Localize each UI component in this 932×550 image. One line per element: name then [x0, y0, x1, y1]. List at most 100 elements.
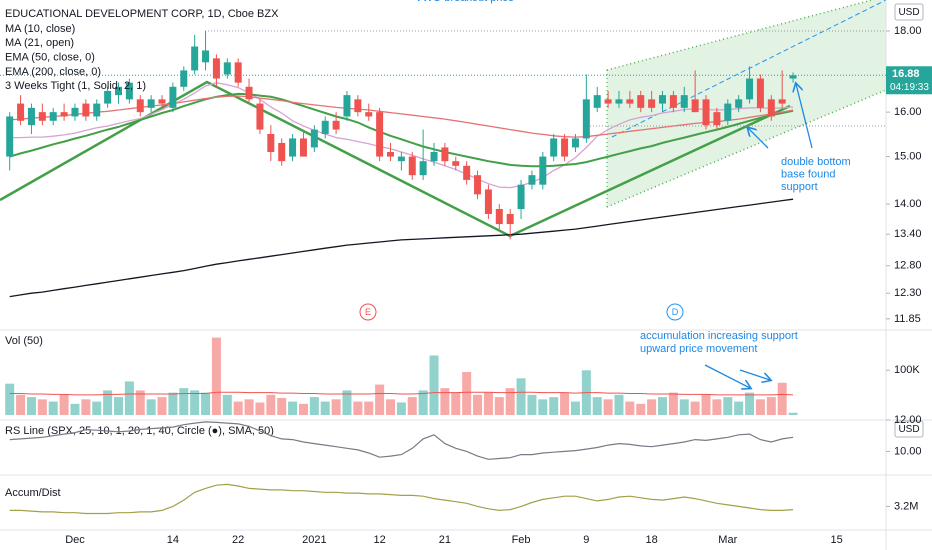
arrow [796, 84, 813, 149]
volume-bar [157, 397, 167, 415]
candle-body [517, 184, 525, 210]
candle-body [180, 70, 188, 87]
event-marker [359, 303, 377, 321]
volume-bar [527, 394, 537, 415]
candle-body [561, 138, 569, 157]
candle-body [408, 156, 416, 176]
y-tick-label: 14.00 [894, 198, 922, 210]
last-price-tag [886, 66, 932, 95]
volume-bar [668, 392, 678, 415]
candle-body [604, 99, 612, 104]
candle-body [278, 142, 286, 162]
candle-body [49, 112, 57, 121]
volume-bar [277, 398, 287, 415]
volume-bar [59, 394, 69, 415]
volume-bar [538, 399, 548, 415]
volume-bar [679, 399, 689, 415]
candle-body [746, 78, 754, 100]
y-tick-label: 16.00 [894, 106, 922, 118]
candle-body [419, 161, 427, 176]
candle-body [724, 103, 732, 121]
candle-body [71, 107, 79, 117]
volume-bar [701, 394, 711, 415]
candle-body [659, 95, 666, 104]
volume-ma [9, 391, 794, 396]
channel-bottom [606, 89, 887, 208]
currency-box[interactable] [894, 3, 924, 21]
volume-bar [233, 401, 243, 415]
volume-bar [516, 378, 526, 415]
candle-body [191, 46, 199, 71]
volume-bar [658, 397, 667, 415]
y-tick-label: 18.00 [894, 25, 922, 37]
candle-body [376, 112, 384, 157]
annotation: accumulation increasing support [640, 330, 798, 342]
event-label: E [365, 307, 371, 317]
volume-bar [777, 382, 787, 415]
candle-body [289, 138, 297, 157]
channel-top [606, 0, 873, 71]
volume-bar [788, 412, 798, 415]
ma-line [9, 198, 794, 298]
volume-bar [549, 397, 559, 415]
ma-line [9, 92, 794, 168]
candle-body [202, 50, 210, 63]
volume-bar [647, 399, 657, 415]
candle-body [125, 82, 133, 100]
volume-bar [16, 394, 26, 415]
volume-bar [103, 390, 113, 415]
candle-body [169, 86, 177, 108]
volume-bar [309, 397, 319, 415]
candle-body [343, 95, 351, 117]
volume-bar [81, 399, 91, 415]
y-tick-label: 13.40 [894, 228, 922, 240]
y-tick-label: 12.80 [894, 260, 922, 272]
x-tick-label: 2021 [302, 534, 326, 546]
candle-body [691, 99, 699, 113]
currency-box[interactable] [894, 420, 924, 438]
candle-body [310, 129, 318, 148]
volume-bar [592, 397, 602, 415]
legend-entry: 3 Weeks Tight (1, Solid, 2, 1) [5, 80, 146, 92]
countdown: 04:19:33 [890, 82, 929, 93]
candle-body [354, 99, 362, 113]
volume-bar [603, 399, 613, 415]
candle-body [38, 112, 46, 121]
annotation: VWO breakout price [415, 0, 514, 4]
y-tick-label: 3.2M [894, 500, 918, 512]
candle-body [397, 156, 405, 162]
candle-body [582, 99, 590, 139]
volume-bar [266, 394, 276, 415]
indicator-line [9, 483, 794, 515]
volume-bar [451, 392, 461, 415]
volume-bar [168, 392, 178, 415]
chart-title: EDUCATIONAL DEVELOPMENT CORP, 1D, Cboe B… [5, 8, 279, 20]
candle-body [299, 138, 307, 157]
volume-bar [418, 390, 428, 415]
candle-body [115, 86, 122, 96]
volume-bar [179, 388, 189, 415]
volume-bar [70, 403, 80, 415]
volume-bar [201, 392, 211, 415]
volume-bar [298, 403, 308, 415]
candle-body [550, 138, 558, 157]
volume-bar [146, 399, 156, 415]
y-tick-label: 10.00 [894, 445, 922, 457]
volume-bar [636, 403, 646, 415]
volume-bar [766, 397, 776, 415]
candle-body [484, 189, 492, 214]
candle-body [104, 90, 112, 104]
volume-bar [114, 397, 123, 415]
volume-bar [505, 388, 515, 415]
candle-body [82, 103, 90, 117]
x-tick-label: Mar [718, 534, 737, 546]
legend-entry: EMA (200, close, 0) [5, 66, 101, 78]
y-tick-label: 12.00 [894, 414, 922, 426]
x-tick-label: 15 [830, 534, 842, 546]
currency: USD [898, 424, 919, 435]
candle-body [778, 99, 786, 104]
candle-body [60, 112, 68, 117]
volume-bar [288, 401, 298, 415]
candle-body [735, 99, 743, 108]
